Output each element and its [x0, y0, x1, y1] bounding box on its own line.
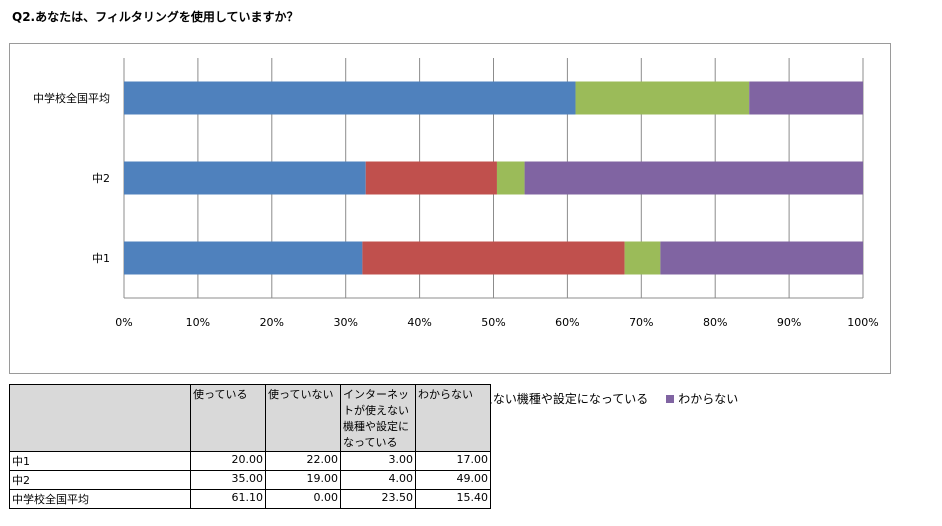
table-header-row: 使っている 使っていない インターネットが使えない機種や設定になっている わから…: [9, 384, 491, 452]
bar-segment: [124, 241, 363, 275]
x-tick-label: 80%: [703, 316, 727, 329]
x-tick-label: 20%: [260, 316, 284, 329]
question-title: Q2.あなたは、フィルタリングを使用していますか？: [12, 10, 299, 24]
x-tick-label: 10%: [186, 316, 210, 329]
table-row: 中1 20.00 22.00 3.00 17.00: [9, 451, 491, 471]
table-cell: 15.40: [415, 489, 491, 509]
x-tick-label: 60%: [555, 316, 579, 329]
x-tick-label: 70%: [629, 316, 653, 329]
bar-segment: [362, 241, 625, 275]
bar-segment: [496, 161, 525, 195]
x-tick-label: 30%: [333, 316, 357, 329]
x-tick-label: 0%: [115, 316, 132, 329]
row-label: 中2: [9, 470, 191, 490]
table-cell: 19.00: [265, 470, 341, 490]
bar-segment: [365, 161, 497, 195]
table-cell: 4.00: [340, 470, 416, 490]
x-tick-label: 100%: [847, 316, 878, 329]
table-cell: 20.00: [190, 451, 266, 471]
legend-swatch: [666, 394, 675, 403]
bar-segment: [575, 81, 750, 115]
table-cell: 35.00: [190, 470, 266, 490]
stacked-bar-chart: 0% 10% 20% 30% 40% 50% 60% 70% 80% 90% 100% 中学校全国平均…: [33, 58, 879, 329]
category-label: 中学校全国平均: [33, 91, 110, 105]
category-label: 中2: [92, 172, 110, 185]
chart-frame: 0% 10% 20% 30% 40% 50% 60% 70% 80% 90% 100% 中学校全国平均…: [9, 43, 891, 406]
table-header-cell: 使っている: [190, 384, 266, 452]
table-cell: 49.00: [415, 470, 491, 490]
table-row: 中学校全国平均 61.10 0.00 23.50 15.40: [9, 489, 491, 509]
table-cell: 23.50: [340, 489, 416, 509]
bar-segment: [524, 161, 863, 195]
table-cell: 61.10: [190, 489, 266, 509]
table-cell: 0.00: [265, 489, 341, 509]
table-header-cell: インターネットが使えない機種や設定になっている: [340, 384, 416, 452]
x-tick-label: 50%: [481, 316, 505, 329]
table-header-cell: わからない: [415, 384, 491, 452]
x-tick-label: 90%: [777, 316, 801, 329]
legend-item: わからない: [666, 390, 738, 407]
bar-segment: [124, 161, 366, 195]
category-label: 中1: [92, 252, 110, 265]
bar-segment: [660, 241, 863, 275]
data-table: 使っている 使っていない インターネットが使えない機種や設定になっている わから…: [9, 384, 491, 509]
table-header-cell: [9, 384, 191, 452]
bar-segment: [124, 81, 576, 115]
table-cell: 22.00: [265, 451, 341, 471]
table-cell: 3.00: [340, 451, 416, 471]
bar-segment: [749, 81, 863, 115]
table-cell: 17.00: [415, 451, 491, 471]
legend-label: わからない: [678, 392, 739, 406]
row-label: 中学校全国平均: [9, 489, 191, 509]
row-label: 中1: [9, 451, 191, 471]
bar-segment: [624, 241, 661, 275]
x-tick-label: 40%: [407, 316, 431, 329]
table-header-cell: 使っていない: [265, 384, 341, 452]
table-row: 中2 35.00 19.00 4.00 49.00: [9, 470, 491, 490]
